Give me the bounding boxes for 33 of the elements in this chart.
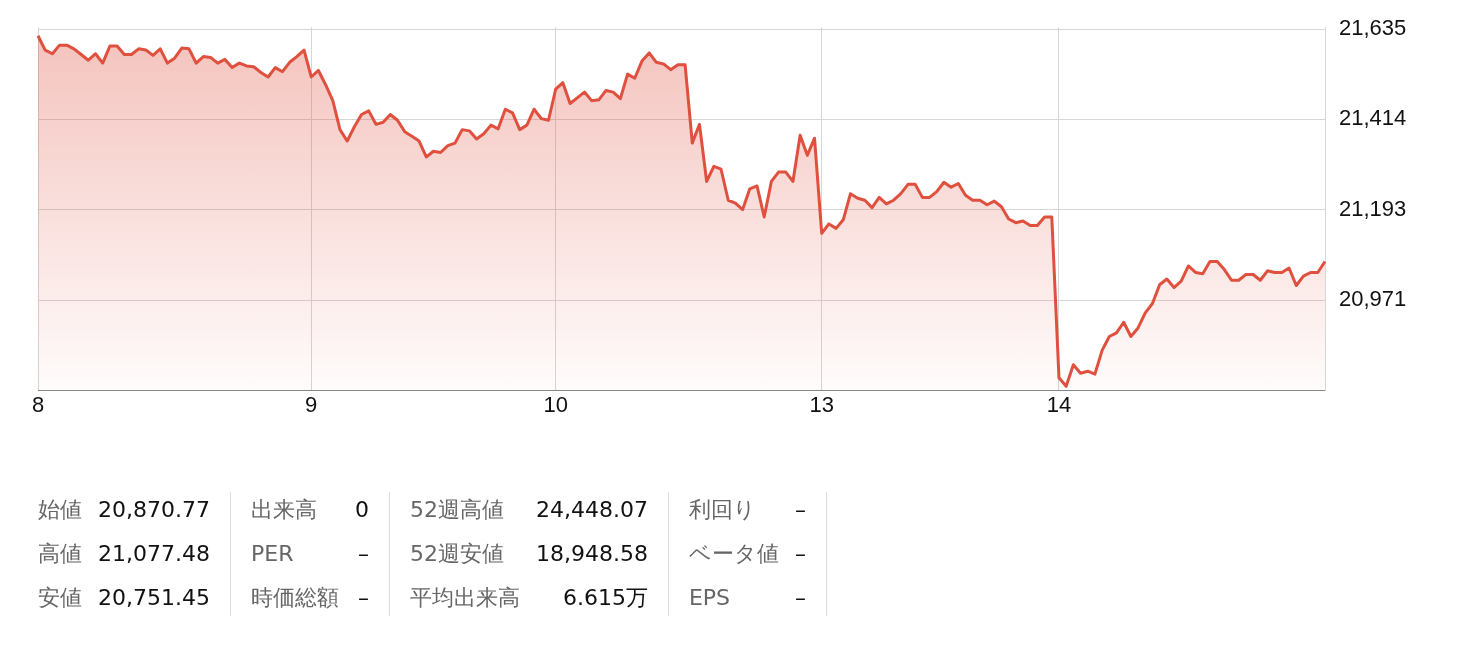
text: 安値: [38, 584, 82, 612]
text: EPS: [688, 584, 732, 612]
text: 18,948.58: [535, 540, 648, 568]
text: 利回り: [688, 496, 757, 524]
text: 時価総額: [250, 584, 339, 612]
text: 始値: [38, 496, 82, 524]
text: –: [794, 540, 806, 568]
text: –: [356, 540, 369, 568]
text: 52週安値: [409, 540, 505, 568]
text: 24,448.07: [535, 496, 648, 524]
y-tick-label: 20,971: [1339, 286, 1407, 312]
x-tick-label: 9: [305, 392, 318, 418]
y-tick-label: 21,193: [1339, 195, 1407, 221]
text: 出来高: [250, 496, 318, 524]
x-tick-label: 8: [31, 392, 45, 418]
x-tick-label: 14: [1046, 392, 1072, 418]
text: 52週高値: [409, 496, 505, 524]
text: 平均出来高: [409, 584, 520, 612]
text: –: [794, 496, 806, 524]
text: 21,077.48: [98, 540, 210, 568]
text: –: [356, 584, 369, 612]
text: 20,751.45: [98, 584, 210, 612]
y-tick-label: 21,635: [1339, 15, 1407, 41]
text: 0: [354, 496, 369, 524]
x-tick-label: 13: [809, 392, 834, 418]
text: –: [794, 584, 806, 612]
text: 6.615万: [561, 584, 648, 612]
text: ベータ値: [688, 540, 779, 568]
text: PER: [250, 540, 295, 568]
y-tick-label: 21,414: [1339, 105, 1407, 131]
x-tick-label: 10: [543, 392, 568, 418]
text: 高値: [38, 540, 82, 568]
text: 20,870.77: [98, 496, 210, 524]
